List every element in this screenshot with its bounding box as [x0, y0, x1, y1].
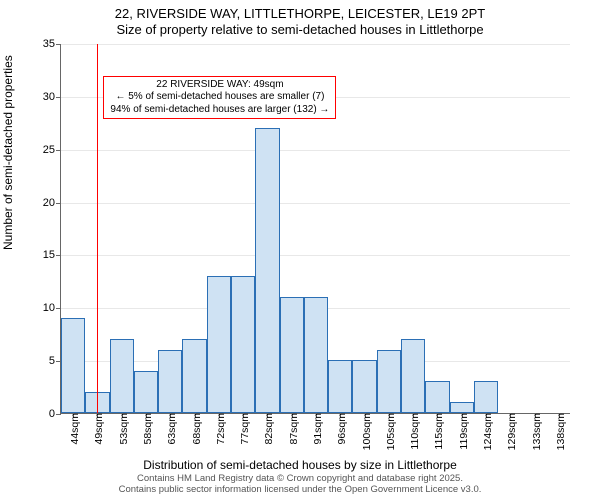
x-tick-label: 58sqm — [138, 413, 154, 445]
histogram-bar — [425, 381, 449, 413]
histogram-bar — [182, 339, 206, 413]
y-tick-label: 10 — [43, 302, 61, 314]
callout-line3: 94% of semi-detached houses are larger (… — [110, 104, 329, 117]
callout-line1: 22 RIVERSIDE WAY: 49sqm — [110, 79, 329, 92]
y-tick-label: 30 — [43, 91, 61, 103]
histogram-bar — [352, 360, 376, 413]
histogram-bar — [134, 371, 158, 413]
x-tick-label: 110sqm — [405, 413, 421, 450]
x-tick-label: 49sqm — [89, 413, 105, 445]
histogram-bar — [110, 339, 134, 413]
title-line1: 22, RIVERSIDE WAY, LITTLETHORPE, LEICEST… — [115, 6, 485, 21]
y-tick-label: 0 — [49, 408, 61, 420]
histogram-bar — [304, 297, 328, 413]
histogram-bar — [328, 360, 352, 413]
y-tick-label: 15 — [43, 249, 61, 261]
callout-line2: ← 5% of semi-detached houses are smaller… — [110, 91, 329, 104]
y-tick-label: 20 — [43, 197, 61, 209]
histogram-bar — [280, 297, 304, 413]
histogram-bar — [61, 318, 85, 413]
y-axis-label: Number of semi-detached properties — [1, 55, 15, 250]
histogram-bar — [474, 381, 498, 413]
x-tick-label: 53sqm — [114, 413, 130, 445]
chart-footer: Contains HM Land Registry data © Crown c… — [0, 474, 600, 496]
x-tick-label: 77sqm — [235, 413, 251, 445]
x-tick-label: 82sqm — [259, 413, 275, 445]
x-tick-label: 129sqm — [502, 413, 518, 450]
footer-line2: Contains public sector information licen… — [119, 484, 482, 495]
histogram-bar — [401, 339, 425, 413]
histogram-bar — [255, 128, 279, 413]
x-tick-label: 91sqm — [308, 413, 324, 445]
histogram-bar — [158, 350, 182, 413]
chart-title: 22, RIVERSIDE WAY, LITTLETHORPE, LEICEST… — [0, 0, 600, 39]
chart-container: 22, RIVERSIDE WAY, LITTLETHORPE, LEICEST… — [0, 0, 600, 500]
plot-area: 0510152025303544sqm49sqm53sqm58sqm63sqm6… — [60, 44, 570, 414]
x-tick-label: 115sqm — [429, 413, 445, 450]
y-tick-label: 35 — [43, 38, 61, 50]
y-tick-label: 25 — [43, 144, 61, 156]
x-tick-label: 133sqm — [527, 413, 543, 450]
histogram-bar — [377, 350, 401, 413]
x-axis-label: Distribution of semi-detached houses by … — [0, 458, 600, 472]
title-line2: Size of property relative to semi-detach… — [116, 22, 483, 37]
x-tick-label: 72sqm — [211, 413, 227, 445]
callout-box: 22 RIVERSIDE WAY: 49sqm← 5% of semi-deta… — [103, 76, 336, 120]
y-tick-label: 5 — [49, 355, 61, 367]
x-tick-label: 63sqm — [162, 413, 178, 445]
x-tick-label: 100sqm — [357, 413, 373, 450]
x-tick-label: 138sqm — [551, 413, 567, 450]
x-tick-label: 105sqm — [381, 413, 397, 450]
histogram-bar — [231, 276, 255, 413]
x-tick-label: 96sqm — [332, 413, 348, 445]
x-tick-label: 87sqm — [284, 413, 300, 445]
x-tick-label: 119sqm — [454, 413, 470, 450]
x-tick-label: 68sqm — [187, 413, 203, 445]
histogram-bar — [207, 276, 231, 413]
footer-line1: Contains HM Land Registry data © Crown c… — [137, 473, 463, 484]
histogram-bar — [450, 402, 474, 413]
x-tick-label: 124sqm — [478, 413, 494, 450]
x-tick-label: 44sqm — [65, 413, 81, 445]
reference-line — [97, 44, 98, 413]
